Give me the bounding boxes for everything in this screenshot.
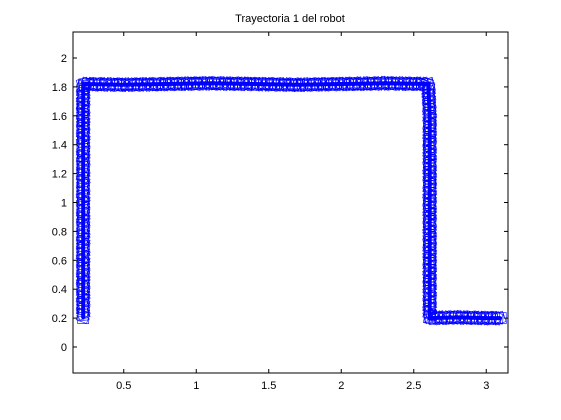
trajectory-point [81,293,85,297]
y-tick-label: 2 [61,53,67,65]
y-tick-label: 1.2 [52,169,67,181]
y-tick-label: 1.6 [52,111,67,123]
trajectory-point [165,82,169,86]
y-tick-label: 1.8 [52,82,67,94]
trajectory-point [428,229,432,233]
trajectory-point [339,82,343,86]
trajectory-point [455,315,459,319]
chart-title: Trayectoria 1 del robot [235,13,345,25]
trajectory-point [209,81,213,85]
y-tick-label: 0.6 [52,255,67,267]
trajectory-point [81,247,85,251]
trajectory-point [383,81,387,85]
x-tick-label: 2 [338,380,344,392]
y-tick-label: 0 [61,342,67,354]
trajectory-point [428,201,432,204]
trajectory-point [428,258,432,262]
y-tick-label: 1.4 [52,140,67,152]
trajectory-point [81,131,85,135]
trajectory-point [81,154,85,158]
trajectory-point [428,143,432,147]
y-tick-label: 0.2 [52,313,67,325]
trajectory-point [428,172,432,176]
trajectory-outline-series [75,75,507,326]
trajectory-point [81,82,85,86]
x-tick-label: 1.5 [261,380,276,392]
x-tick-label: 3 [483,380,489,392]
trajectory-point [122,83,126,87]
y-tick-label: 0.4 [52,284,67,296]
x-tick-label: 2.5 [406,380,421,392]
trajectory-point [484,316,488,320]
x-axis: 0.5 1 1.5 2 2.5 3 [116,32,489,392]
trajectory-point [81,270,85,274]
trajectory-point [296,83,300,87]
y-tick-label: 1 [61,198,67,210]
trajectory-point [81,201,85,204]
trajectory-point [428,316,432,320]
trajectory-point [81,224,85,228]
trajectory-point [81,177,85,181]
trajectory-point [499,316,503,320]
y-axis: 0 0.2 0.4 0.6 0.8 1 1.2 1.4 1.6 1.8 2 [52,53,508,354]
y-tick-label: 0.8 [52,226,67,238]
trajectory-point [252,82,256,86]
series-layer [75,75,507,326]
trajectory-point [426,82,430,86]
trajectory-point [428,287,432,291]
trajectory-point [428,114,432,118]
x-tick-label: 0.5 [116,380,131,392]
x-tick-label: 1 [193,380,199,392]
trajectory-point [81,316,85,320]
